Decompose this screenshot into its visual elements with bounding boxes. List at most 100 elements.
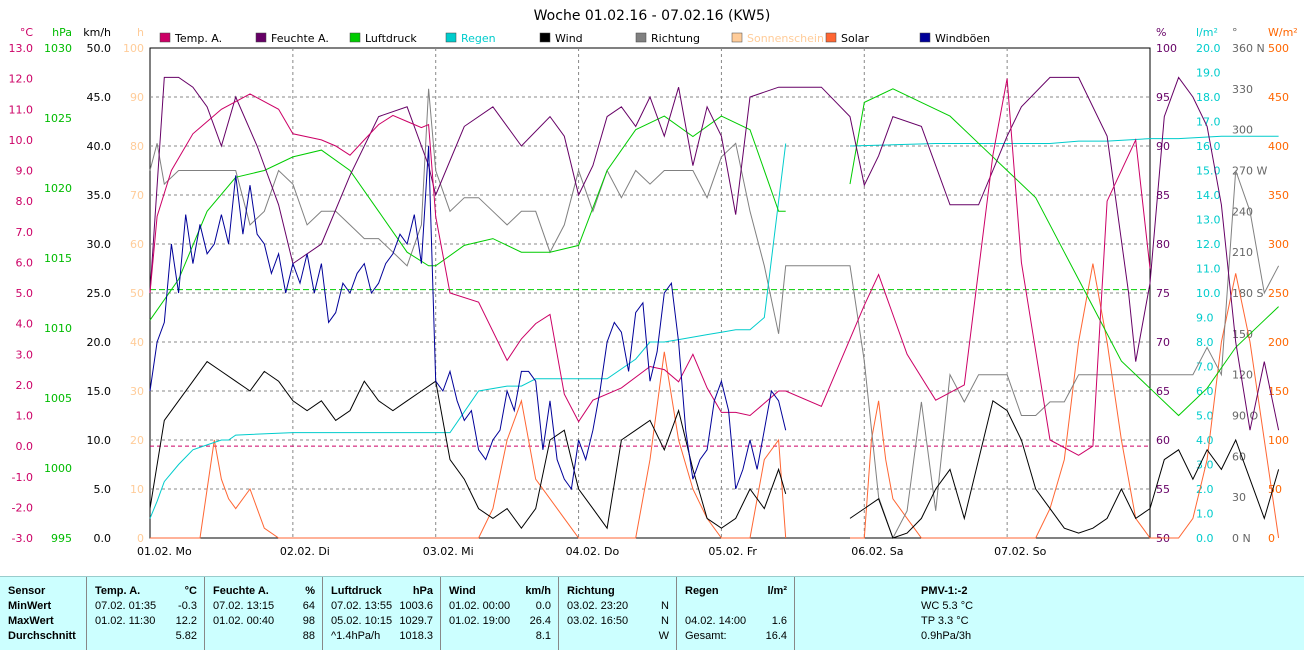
temp-axis-tick: 11.0 <box>9 103 34 116</box>
humidity-axis-tick: 55 <box>1156 483 1170 496</box>
series-line-richtung <box>149 88 1280 540</box>
wind-axis-tick: 35.0 <box>87 189 112 202</box>
rain-axis-tick: 10.0 <box>1196 287 1221 300</box>
direction-max-value: N <box>661 615 669 627</box>
temp-column: Temp. A. °C 07.02. 01:35 -0.3 01.02. 11:… <box>86 577 205 650</box>
rain-axis-tick: 20.0 <box>1196 42 1221 55</box>
temp-min-value: -0.3 <box>178 600 197 612</box>
row-label-min: MinWert <box>8 600 52 612</box>
solar-axis-tick: 450 <box>1268 91 1289 104</box>
humidity-column: Feuchte A. % 07.02. 13:15 64 01.02. 00:4… <box>204 577 323 650</box>
temp-max-value: 12.2 <box>175 615 197 627</box>
wind-max-time: 01.02. 19:00 <box>449 615 511 627</box>
pressure-axis-tick: 1025 <box>44 112 72 125</box>
wind-axis-tick: 30.0 <box>87 238 112 251</box>
direction-header: Richtung <box>567 585 615 597</box>
temp-axis-tick: 1.0 <box>16 410 34 423</box>
x-tick-label: 02.02. Di <box>280 545 330 558</box>
legend-swatch <box>539 32 551 43</box>
rain-axis-tick: 3.0 <box>1196 459 1214 472</box>
direction-axis-tick: 330 <box>1232 83 1253 96</box>
wind-axis-tick: 45.0 <box>87 91 112 104</box>
humidity-avg-value: 88 <box>302 630 315 642</box>
pressure-max-value: 1029.7 <box>399 615 433 627</box>
solar-axis-tick: 350 <box>1268 189 1289 202</box>
solar-axis-tick: 400 <box>1268 140 1289 153</box>
pressure-header: Luftdruck <box>331 585 382 597</box>
sunshine-axis-tick: 0 <box>137 532 144 545</box>
rain-column: Regen l/m² 04.02. 14:00 1.6 Gesamt: 16.4 <box>676 577 795 650</box>
legend-label: Luftdruck <box>365 32 417 45</box>
rain-axis-tick: 19.0 <box>1196 67 1221 80</box>
direction-axis-tick: 210 <box>1232 246 1253 259</box>
humidity-axis-tick: 100 <box>1156 42 1177 55</box>
humidity-min-value: 64 <box>302 600 315 612</box>
rain-max-time: 04.02. 14:00 <box>685 615 747 627</box>
direction-column: Richtung 03.02. 23:20 N 03.02. 16:50 N W <box>558 577 677 650</box>
legend-swatch <box>445 32 457 43</box>
row-label-max: MaxWert <box>8 615 54 627</box>
pressure-axis-unit: hPa <box>52 26 72 39</box>
temp-axis-tick: 0.0 <box>16 440 34 453</box>
humidity-axis-tick: 85 <box>1156 189 1170 202</box>
solar-axis-tick: 250 <box>1268 287 1289 300</box>
temp-header: Temp. A. <box>95 585 141 597</box>
series-line-windb-en <box>149 145 787 491</box>
humidity-min-time: 07.02. 13:15 <box>213 600 275 612</box>
sunshine-axis-tick: 30 <box>130 385 144 398</box>
legend-label: Regen <box>461 32 496 45</box>
sunshine-axis-tick: 10 <box>130 483 144 496</box>
temp-min-time: 07.02. 01:35 <box>95 600 157 612</box>
legend-label: Richtung <box>651 32 700 45</box>
wind-header: Wind <box>449 585 476 597</box>
series-line-regen <box>149 135 1279 519</box>
temp-max-time: 01.02. 11:30 <box>95 615 156 627</box>
rain-unit: l/m² <box>767 585 787 597</box>
humidity-axis-tick: 80 <box>1156 238 1170 251</box>
pmv-tp: TP 3.3 °C <box>921 615 969 627</box>
sensor-column: Sensor MinWert MaxWert Durchschnitt <box>0 577 86 650</box>
pressure-axis-tick: 1005 <box>44 392 72 405</box>
pressure-min-time: 07.02. 13:55 <box>331 600 393 612</box>
temp-axis-tick: 8.0 <box>16 195 34 208</box>
wind-axis-tick: 25.0 <box>87 287 112 300</box>
legend-swatch <box>635 32 647 43</box>
chart-legend: Temp. A. Feuchte A. Luftdruck Regen Wind Rich… <box>159 32 990 45</box>
wind-axis-tick: 50.0 <box>87 42 112 55</box>
humidity-axis-tick: 65 <box>1156 385 1170 398</box>
chart-series <box>149 76 1280 540</box>
temp-axis-tick: 3.0 <box>16 348 34 361</box>
temp-axis-tick: -2.0 <box>12 501 33 514</box>
temp-axis-tick: -3.0 <box>12 532 33 545</box>
humidity-axis-tick: 75 <box>1156 287 1170 300</box>
sunshine-axis-tick: 50 <box>130 287 144 300</box>
direction-min-value: N <box>661 600 669 612</box>
sunshine-axis-tick: 20 <box>130 434 144 447</box>
wind-axis-tick: 0.0 <box>94 532 112 545</box>
wind-axis-tick: 15.0 <box>87 385 112 398</box>
wind-column: Wind km/h 01.02. 00:00 0.0 01.02. 19:00 … <box>440 577 559 650</box>
sunshine-axis-tick: 90 <box>130 91 144 104</box>
direction-axis-tick: 120 <box>1232 369 1253 382</box>
temp-axis-tick: 6.0 <box>16 256 34 269</box>
legend-label: Feuchte A. <box>271 32 329 45</box>
direction-min-time: 03.02. 23:20 <box>567 600 629 612</box>
temp-axis-tick: 7.0 <box>16 226 34 239</box>
legend-label: Solar <box>841 32 870 45</box>
x-axis-labels: 01.02. Mo 02.02. Di 03.02. Mi 04.02. Do 05.0… <box>137 545 1047 558</box>
pressure-max-time: 05.02. 10:15 <box>331 615 393 627</box>
legend-label: Temp. A. <box>174 32 222 45</box>
direction-axis-tick: 300 <box>1232 124 1253 137</box>
pressure-min-value: 1003.6 <box>399 600 433 612</box>
rain-axis-tick: 11.0 <box>1196 263 1221 276</box>
wind-axis-tick: 10.0 <box>87 434 112 447</box>
series-line-feuchte-a- <box>149 76 1280 431</box>
temp-axis-tick: -1.0 <box>12 471 33 484</box>
direction-axis-tick: 30 <box>1232 491 1246 504</box>
rain-max-value: 1.6 <box>771 615 787 627</box>
direction-axis-tick: 180 S <box>1232 287 1263 300</box>
wind-min-value: 0.0 <box>535 600 551 612</box>
legend-label: Sonnenschein <box>747 32 824 45</box>
solar-axis-tick: 150 <box>1268 385 1289 398</box>
pressure-axis-tick: 1030 <box>44 42 72 55</box>
